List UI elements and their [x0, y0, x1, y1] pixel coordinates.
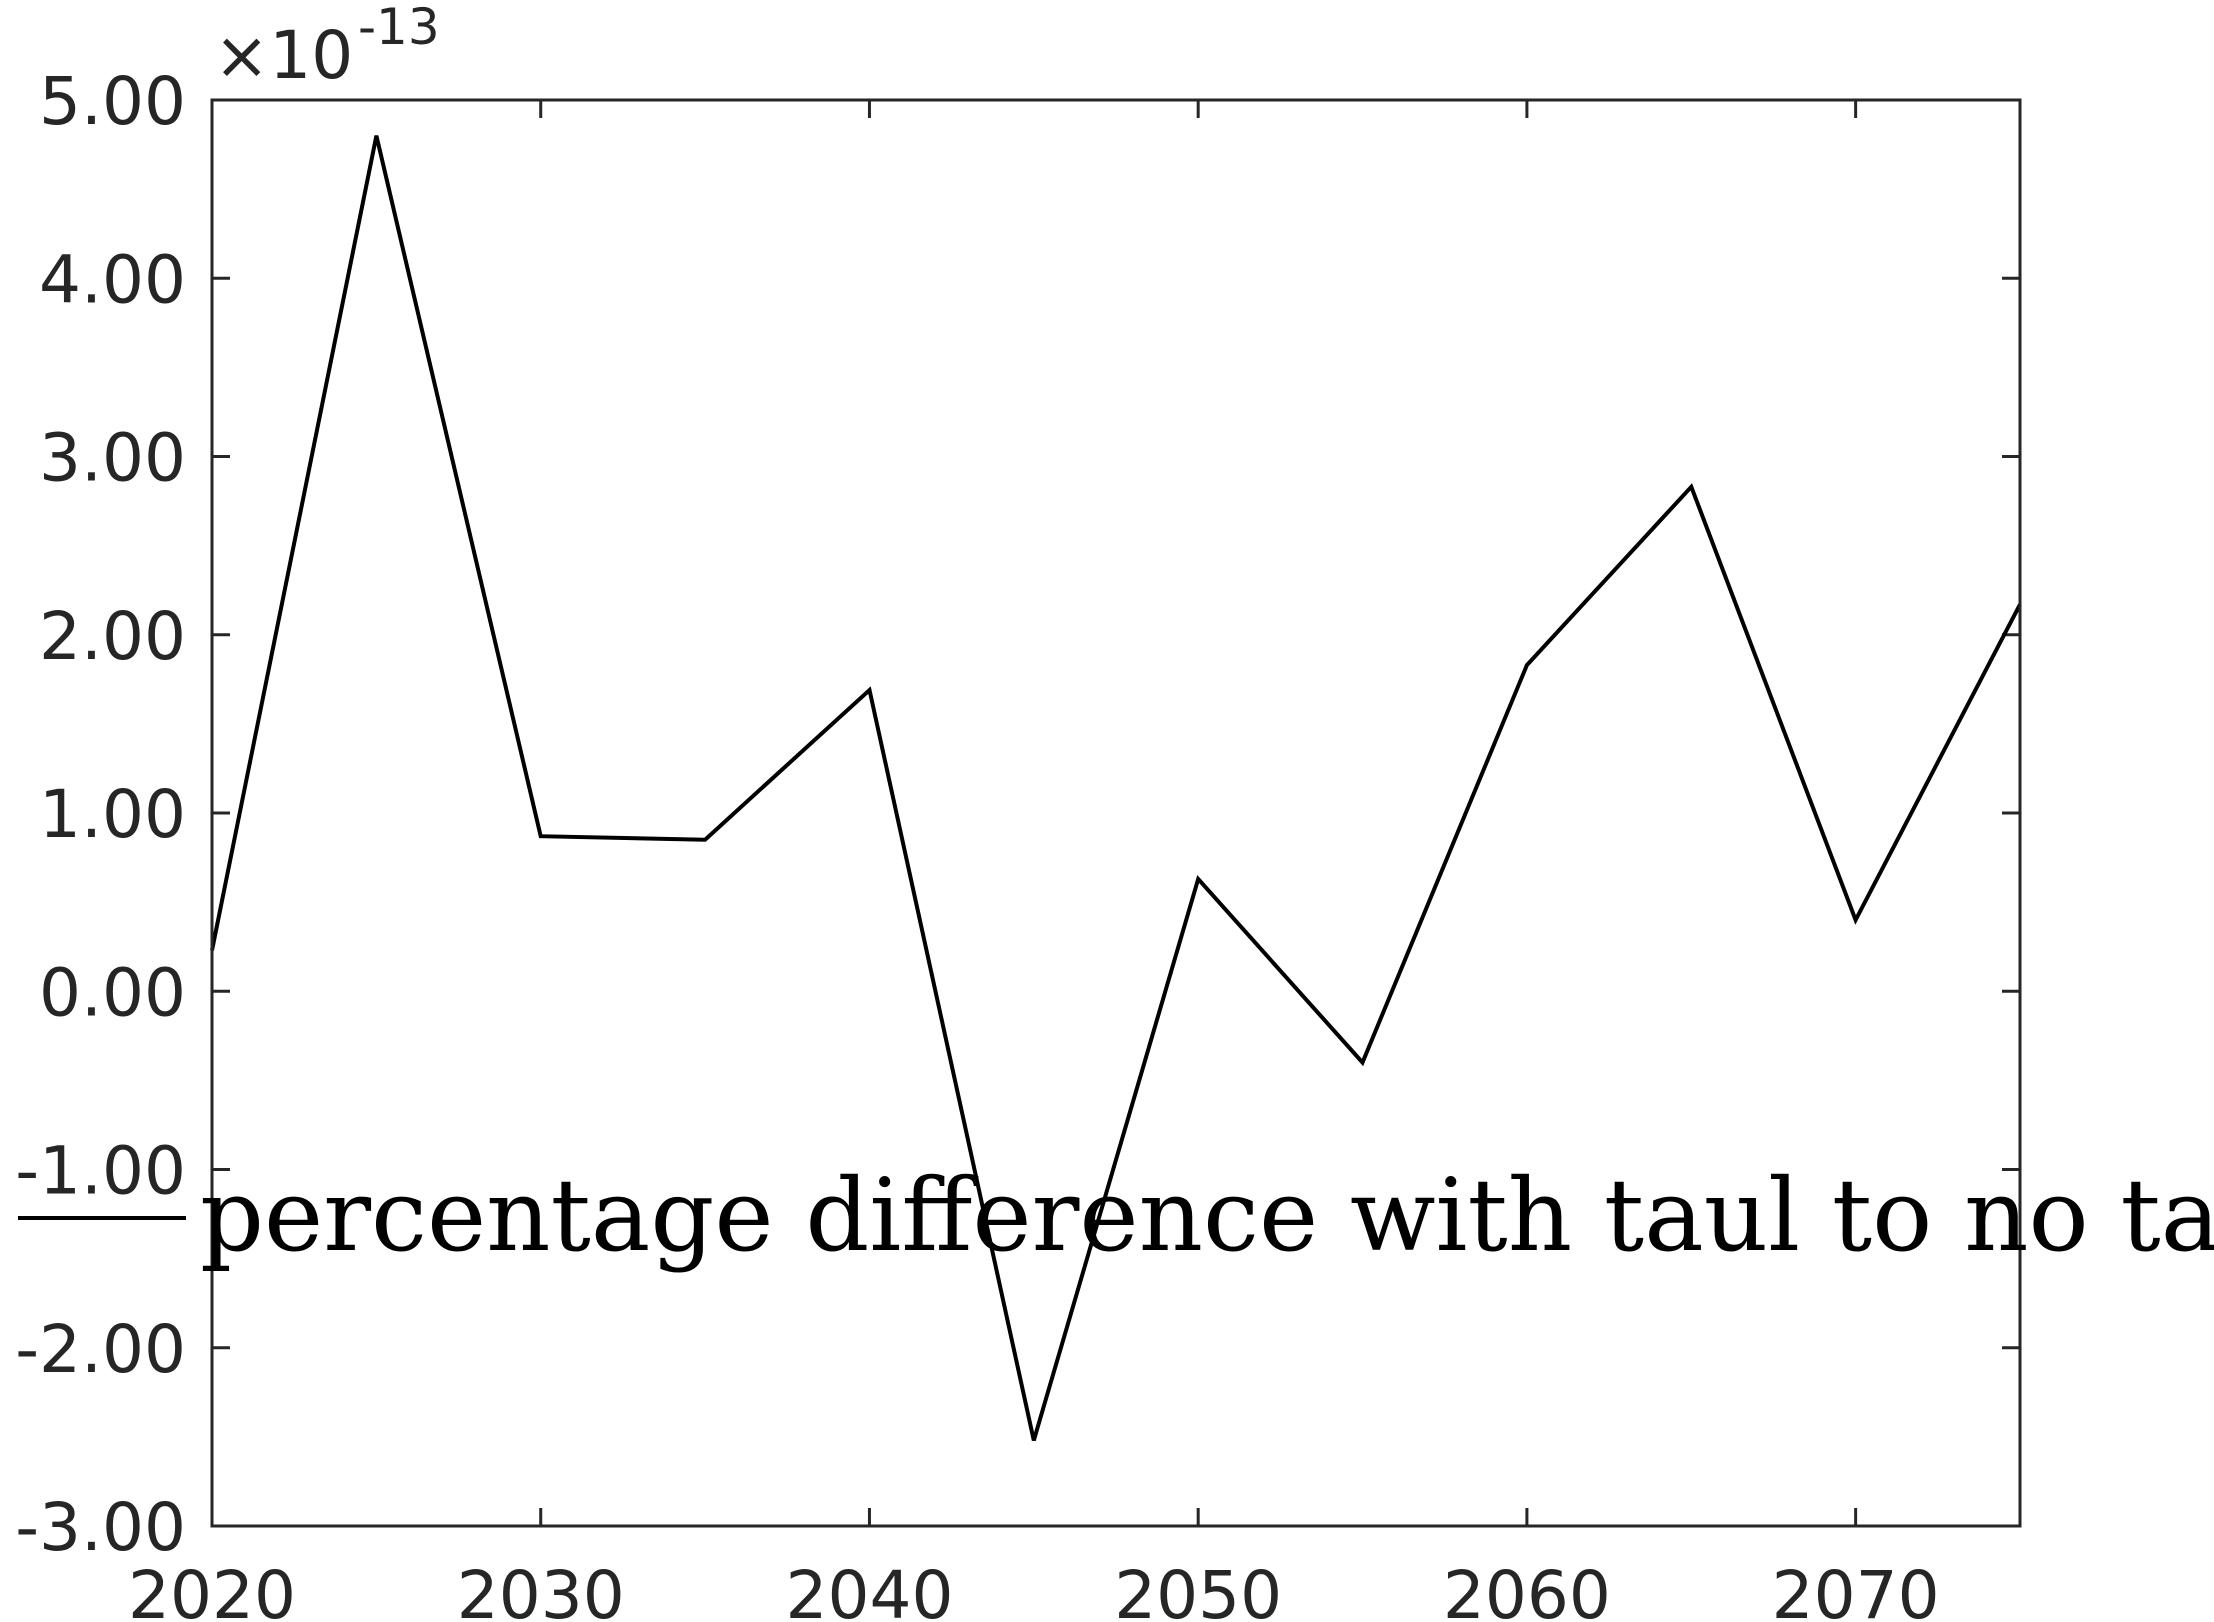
y-tick-label: 4.00 [39, 241, 186, 318]
legend-entry: percentage difference with taul to no ta… [200, 1157, 2214, 1274]
y-tick-labels: -3.00 -2.00 -1.00 0.00 1.00 2.00 3.00 4.00 5.00 [15, 63, 186, 1566]
x-tick-label: 2020 [128, 1557, 296, 1622]
legend: percentage difference with taul to no ta… [18, 1157, 2214, 1274]
x-tick-label: 2030 [457, 1557, 625, 1622]
y-tick-label: -2.00 [15, 1311, 186, 1388]
x-tick-label: 2040 [785, 1557, 953, 1622]
y-multiplier-exponent: -13 [358, 0, 440, 56]
x-tick-label: 2050 [1114, 1557, 1282, 1622]
series-line [210, 135, 2022, 1441]
y-tick-label: 0.00 [39, 954, 186, 1031]
y-multiplier: ×10 -13 [214, 0, 440, 94]
y-tick-label: 5.00 [39, 63, 186, 140]
plot-frame [210, 98, 2022, 1528]
y-tick-label: 1.00 [39, 776, 186, 853]
plot-area [212, 100, 2020, 1526]
x-tick-label: 2070 [1772, 1557, 1940, 1622]
y-tick-label: 2.00 [39, 598, 186, 675]
y-tick-label: -1.00 [15, 1133, 186, 1210]
x-tick-label: 2060 [1443, 1557, 1611, 1622]
y-tick-label: 3.00 [39, 420, 186, 497]
x-tick-labels: 2020 2030 2040 2050 2060 2070 [128, 1557, 1940, 1622]
y-tick-label: -3.00 [15, 1489, 186, 1566]
y-multiplier-base: ×10 [214, 17, 353, 94]
